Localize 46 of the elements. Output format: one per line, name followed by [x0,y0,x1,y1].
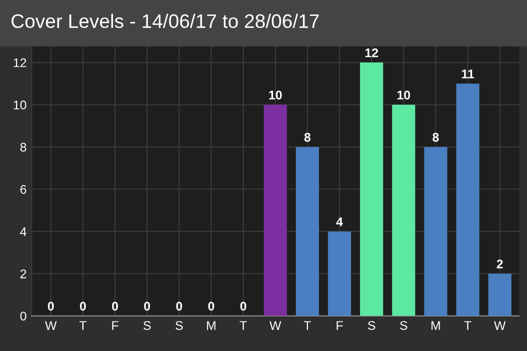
x-tick-label: M [432,321,440,330]
data-label: 0 [208,302,214,311]
x-tick-label: W [494,321,506,330]
data-label: 11 [462,70,474,78]
data-label: 8 [304,132,311,142]
x-tick-label: T [240,321,247,330]
data-label: 0 [144,302,150,311]
x-tick-label: W [270,321,282,330]
y-tick-label: 2 [20,269,26,278]
y-tick-label: 10 [14,100,26,110]
data-label: 10 [269,90,282,100]
data-label: 8 [432,132,439,142]
x-tick-label: W [45,321,57,330]
x-tick-label: S [368,321,376,330]
x-tick-label: F [336,321,343,330]
x-tick-label: T [304,321,311,330]
bar [424,146,448,316]
data-label: 0 [48,302,54,311]
x-tick-label: S [176,321,183,330]
data-label: 0 [80,302,86,311]
bar [328,231,352,316]
bar [264,104,287,316]
data-label: 0 [176,302,182,311]
x-tick-label: S [400,321,408,330]
bar [296,146,319,316]
bar [360,62,384,316]
y-tick-label: 12 [14,58,26,68]
bar [456,84,480,316]
data-label: 0 [240,302,246,311]
data-label: 4 [336,217,343,226]
x-tick-label: T [464,321,472,330]
x-tick-label: M [207,321,216,330]
x-tick-label: S [143,321,151,330]
bar [488,274,512,316]
bar [392,104,416,316]
data-label: 10 [397,90,410,100]
y-tick-label: 0 [20,312,26,321]
x-tick-label: T [79,321,86,330]
y-tick-label: 8 [20,142,26,152]
y-tick-label: 4 [20,227,26,236]
data-label: 12 [365,48,378,58]
y-tick-label: 6 [20,185,26,194]
chart-title: Cover Levels - 14/06/17 to 28/06/17 [12,14,319,28]
x-tick-label: F [112,321,118,330]
data-label: 2 [496,260,503,268]
data-label: 0 [112,302,118,311]
